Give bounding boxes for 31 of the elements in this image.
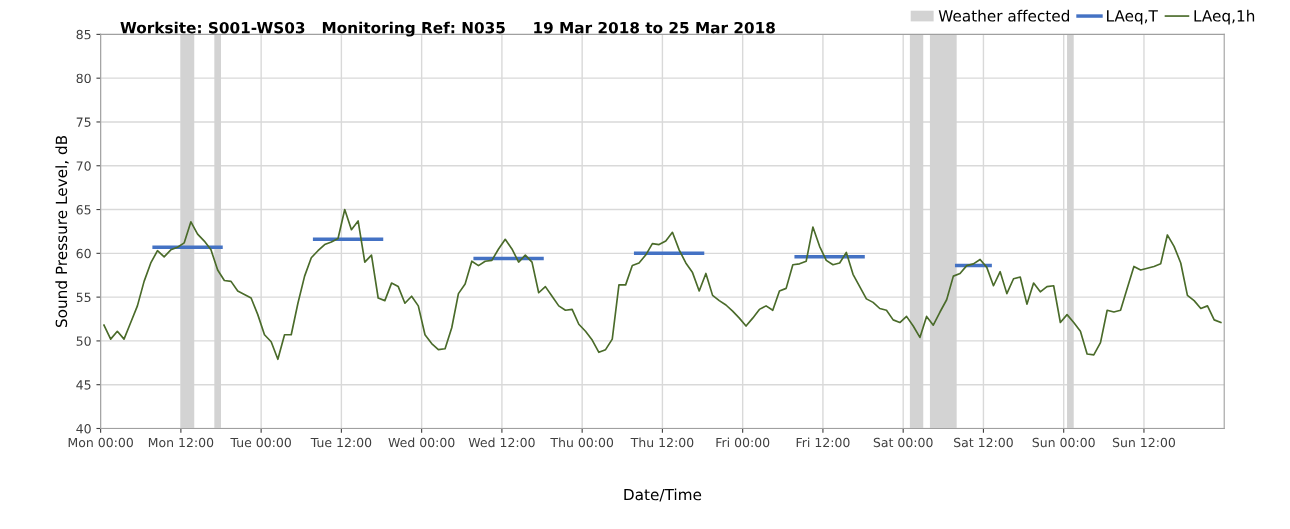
x-tick-label: Fri 00:00 <box>716 437 770 448</box>
x-tick-label: Sun 12:00 <box>1112 437 1176 448</box>
y-tick-label: 85 <box>76 29 91 40</box>
chart-title: Worksite: S001-WS03 Monitoring Ref: N035 19 Mar 2018 to 25 Mar 2018 <box>120 21 775 37</box>
line-series <box>103 208 1222 361</box>
x-tick-label: Sun 00:00 <box>1032 437 1095 448</box>
y-tick-label: 65 <box>76 205 91 215</box>
x-tick-label: Thu 00:00 <box>550 437 614 448</box>
x-tick-label: Sat 00:00 <box>873 437 933 448</box>
x-tick-label: Fri 12:00 <box>796 437 850 448</box>
legend-label: Weather affected <box>938 9 1070 22</box>
x-tick-label: Tue 00:00 <box>230 437 291 448</box>
y-tick-label: 75 <box>76 117 91 127</box>
x-tick-label: Sat 12:00 <box>954 437 1013 448</box>
x-tick-label: Mon 12:00 <box>148 437 214 448</box>
y-tick-label: 70 <box>76 161 91 171</box>
y-tick-label: 45 <box>76 380 91 390</box>
y-tick-label: 50 <box>76 336 91 346</box>
x-tick-label: Wed 00:00 <box>388 437 455 448</box>
y-tick-label: 55 <box>76 292 91 303</box>
y-tick-label: 80 <box>76 73 91 84</box>
x-tick-label: Mon 00:00 <box>68 437 133 448</box>
x-tick-label: Thu 12:00 <box>630 437 694 448</box>
x-axis-title: Date/Time <box>624 488 702 502</box>
legend-label: LAeq,T <box>1107 10 1158 25</box>
y-tick-label: 40 <box>76 423 91 434</box>
x-tick-label: Tue 12:00 <box>310 437 372 448</box>
y-axis-title: Sound Pressure Level, dB <box>55 135 69 328</box>
x-tick-label: Wed 12:00 <box>468 437 535 448</box>
legend-label: LAeq,1h <box>1194 9 1255 25</box>
y-tick-label: 60 <box>76 248 91 259</box>
